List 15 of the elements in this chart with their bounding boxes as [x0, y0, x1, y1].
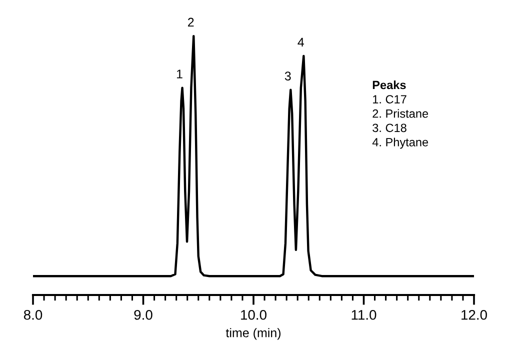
x-tick-label: 11.0 [352, 310, 376, 320]
annotation: 4. Phytane [372, 138, 428, 149]
annotation: Peaks [372, 80, 406, 90]
x-tick-label: 9.0 [134, 310, 152, 320]
x-tick-label: 8.0 [24, 310, 42, 320]
annotation: 4 [298, 38, 304, 46]
annotation: 2. Pristane [372, 109, 428, 118]
x-tick-label: 12.0 [462, 310, 487, 320]
x-tick-label: 10.0 [241, 310, 266, 320]
annotation: 2 [188, 18, 194, 27]
annotation: 1 [176, 70, 182, 78]
x-axis-title: time (min) [226, 328, 281, 340]
annotation: 1. C17 [373, 95, 406, 104]
annotation: 3 [284, 72, 291, 80]
annotation: 3. C18 [372, 124, 406, 132]
